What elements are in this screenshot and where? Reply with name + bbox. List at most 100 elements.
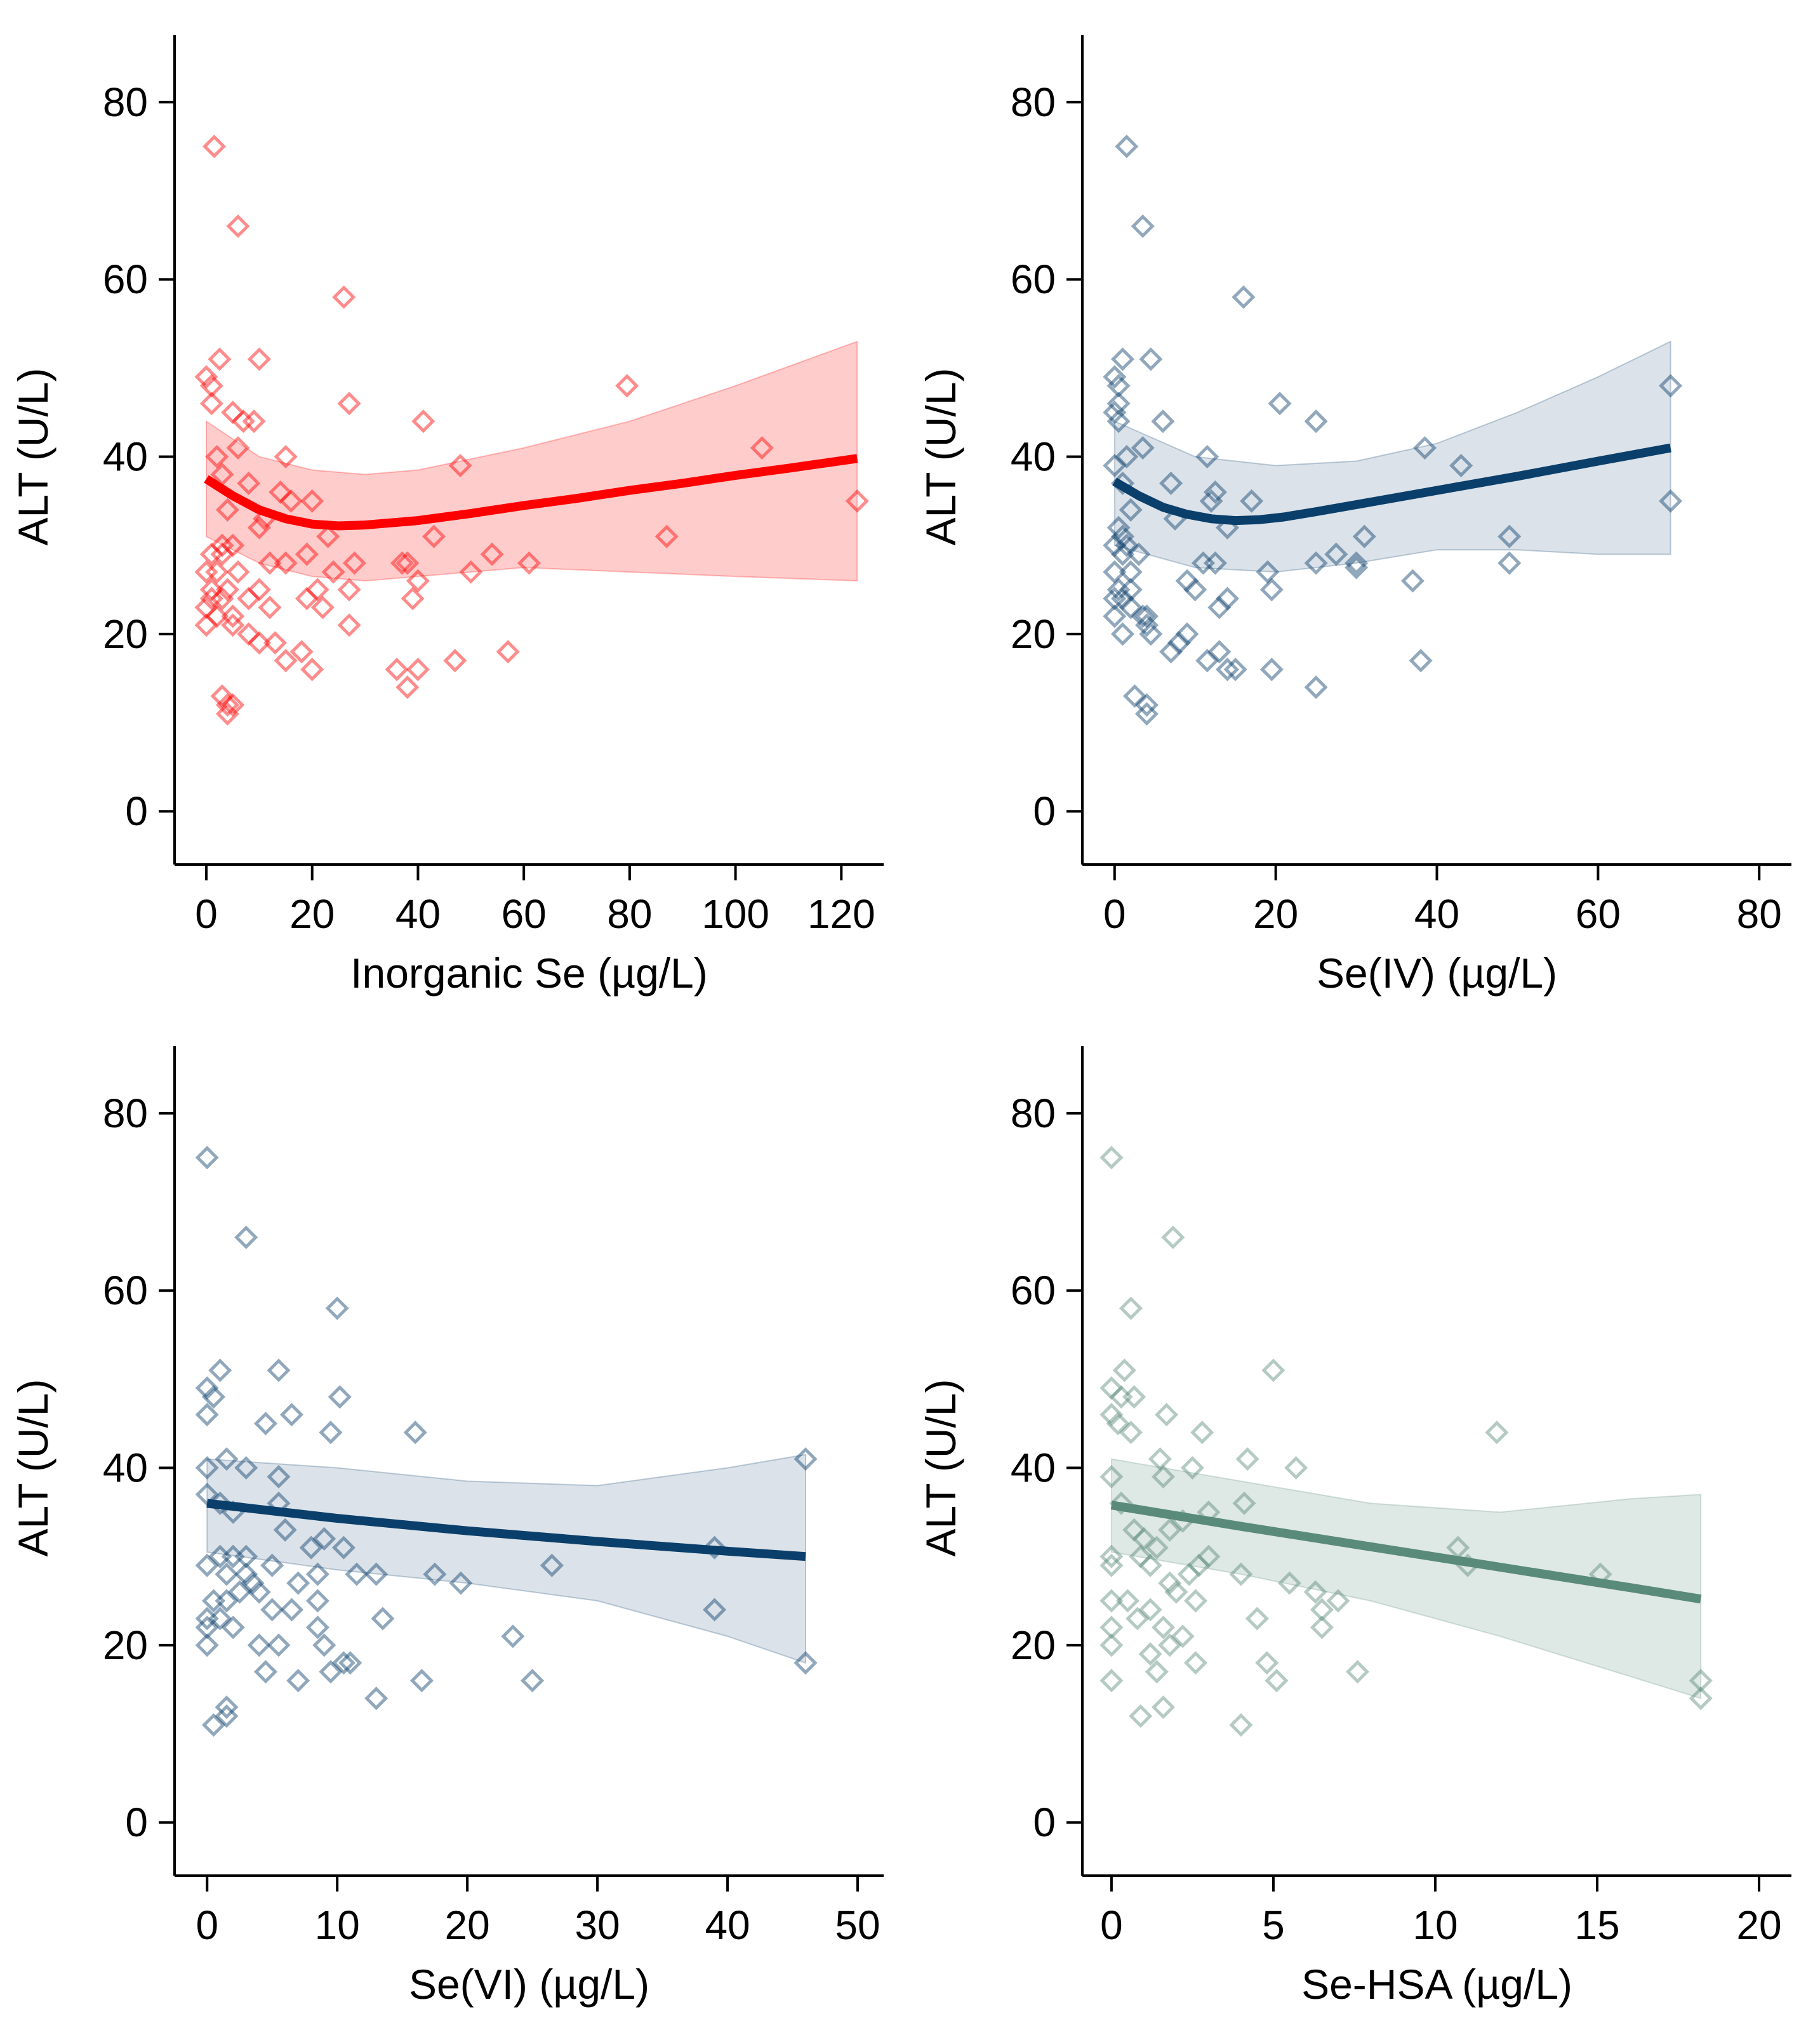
data-point (517, 551, 541, 575)
data-point (615, 374, 639, 398)
data-point (1158, 1518, 1182, 1542)
data-point (227, 1580, 252, 1604)
data-point (1126, 1607, 1150, 1631)
data-point (215, 1695, 239, 1720)
data-point (269, 480, 293, 504)
data-point (501, 1624, 525, 1648)
data-point (208, 1544, 232, 1568)
data-point (286, 1669, 310, 1693)
data-point (1310, 1598, 1334, 1622)
data-point (1138, 1553, 1162, 1577)
data-point (267, 1633, 291, 1657)
data-point (403, 1421, 427, 1445)
data-point (1345, 1660, 1370, 1684)
y-tick-label: 80 (1011, 1090, 1056, 1136)
data-point (395, 675, 420, 699)
data-point (448, 453, 472, 478)
data-point (258, 551, 282, 575)
data-point (1139, 347, 1163, 371)
data-point (247, 631, 271, 655)
data-point (1175, 569, 1199, 593)
data-point (1119, 1421, 1143, 1445)
x-tick-label: 40 (1414, 891, 1459, 937)
data-point (1151, 1615, 1176, 1640)
data-point (1151, 409, 1175, 434)
data-point (1119, 595, 1143, 620)
data-point (1145, 1660, 1169, 1684)
data-point (331, 1535, 355, 1560)
data-point (1132, 1527, 1156, 1551)
data-point (1259, 578, 1284, 602)
data-point (1115, 444, 1139, 469)
data-point (215, 498, 239, 522)
data-point (1129, 1544, 1153, 1568)
x-tick-label: 0 (1100, 1902, 1123, 1948)
data-point (1268, 392, 1292, 416)
data-point (1119, 560, 1143, 584)
data-point (258, 595, 282, 620)
data-point (215, 702, 239, 726)
data-point (195, 1376, 219, 1400)
data-point (1110, 347, 1135, 371)
y-tick-label: 40 (103, 1445, 148, 1491)
data-point (1109, 1385, 1133, 1409)
data-point (1256, 560, 1280, 584)
data-point (210, 542, 234, 566)
data-point (1409, 649, 1433, 673)
data-point (1127, 542, 1151, 566)
data-point (1304, 551, 1328, 575)
data-point (199, 578, 223, 602)
data-point (234, 1455, 258, 1480)
data-point (1183, 578, 1207, 602)
panel-inorganic-se: 0 20 40 60 80 0 20 40 60 80 100 120 Inorganic Se (µg… (10, 35, 884, 997)
data-point (1110, 622, 1135, 646)
data-point (267, 1358, 291, 1382)
data-point (226, 214, 250, 238)
panel-se-vi: 0 20 40 60 80 0 10 20 30 40 50 Se(VI) (µg/L) ALT (U/… (10, 1046, 884, 2008)
data-point (794, 1651, 818, 1675)
data-point (1103, 587, 1127, 611)
data-point (371, 1607, 395, 1631)
data-point (234, 1544, 258, 1568)
data-point (1106, 374, 1131, 398)
data-point (409, 1669, 434, 1693)
data-point (1187, 1553, 1211, 1577)
data-point (1099, 1633, 1124, 1657)
data-point (210, 533, 234, 557)
confidence-band (1110, 1458, 1702, 1700)
data-point (480, 542, 504, 566)
data-point (1151, 1695, 1176, 1720)
x-axis-title: Inorganic Se (µg/L) (350, 950, 708, 997)
data-point (1138, 1642, 1162, 1666)
y-tick-label: 60 (1011, 256, 1056, 302)
x-tick-label: 10 (315, 1902, 360, 1948)
data-point (1261, 1358, 1285, 1382)
data-point (1203, 551, 1227, 575)
x-tick-label: 30 (575, 1902, 620, 1948)
data-point (1159, 471, 1183, 495)
x-tick-label: 80 (607, 891, 652, 937)
data-point (205, 444, 229, 469)
data-point (321, 560, 345, 584)
data-point (267, 1464, 291, 1489)
data-point (1498, 551, 1522, 575)
data-point (1400, 569, 1425, 593)
data-point (1175, 622, 1199, 646)
data-point (194, 365, 218, 389)
data-point (364, 1687, 389, 1711)
x-tick-label: 50 (835, 1902, 880, 1948)
data-point (423, 1562, 447, 1586)
y-tick-label: 20 (103, 1622, 148, 1668)
x-tick-label: 20 (289, 891, 335, 937)
data-point (237, 587, 261, 611)
data-point (1134, 702, 1159, 726)
x-axis-title: Se(VI) (µg/L) (409, 1961, 649, 2008)
data-point (328, 1385, 352, 1409)
data-point (1164, 1580, 1188, 1604)
x-tick-label: 5 (1262, 1902, 1285, 1948)
data-point (1171, 1624, 1195, 1648)
data-point (221, 613, 245, 637)
data-point (215, 1589, 239, 1613)
data-point (274, 551, 298, 575)
data-point (202, 135, 227, 159)
